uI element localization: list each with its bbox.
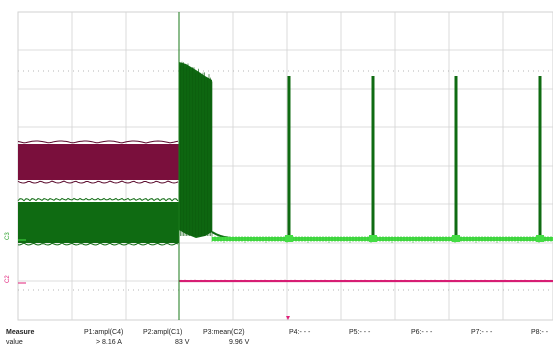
ch2-pulse-base <box>369 235 377 242</box>
measure-param-p7[interactable]: P7:- - - <box>471 329 493 336</box>
ch2-pulse-base <box>536 235 544 242</box>
ch2-pulse-base <box>452 235 460 242</box>
measure-value-p2: 83 V <box>175 339 190 346</box>
measure-panel: Measure value P1:ampl(C4) > 8.16 A P2:am… <box>0 322 553 349</box>
measure-value-p1: > 8.16 A <box>96 339 122 346</box>
measure-param-p3[interactable]: P3:mean(C2) <box>203 329 245 336</box>
channel-3-trace <box>18 239 553 284</box>
ch2-baseline <box>212 237 553 241</box>
measure-param-p2[interactable]: P2:ampl(C1) <box>143 329 183 336</box>
measure-param-p8[interactable]: P8:- - <box>531 329 549 336</box>
ch2-band <box>18 202 179 243</box>
measure-param-p1[interactable]: P1:ampl(C4) <box>84 329 124 336</box>
measure-title: Measure <box>6 329 35 336</box>
measure-value-p3: 9.96 V <box>229 339 250 346</box>
channel-1-trace <box>17 140 179 184</box>
ch1-band <box>18 144 179 180</box>
ch2-pulse <box>538 76 542 238</box>
ch2-pulse <box>371 76 375 238</box>
ch2-pulse-base <box>285 235 293 242</box>
ch1-top-edge <box>17 140 179 144</box>
measure-param-p4[interactable]: P4:- - - <box>289 329 311 336</box>
trigger-cursor-marker[interactable] <box>286 316 290 320</box>
ch2-pulse <box>287 76 291 238</box>
measure-param-p5[interactable]: P5:- - - <box>349 329 371 336</box>
channel-label-c3: C3 <box>5 232 11 240</box>
ch2-pulse <box>454 76 458 238</box>
ch2-bottom-edge <box>18 242 179 246</box>
ch1-bottom-edge <box>17 180 179 184</box>
measure-param-p6[interactable]: P6:- - - <box>411 329 433 336</box>
ch2-top-edge <box>17 197 179 202</box>
channel-label-c2: C2 <box>5 275 11 283</box>
channel-2-trace <box>17 61 553 246</box>
measure-value-label: value <box>6 339 23 346</box>
